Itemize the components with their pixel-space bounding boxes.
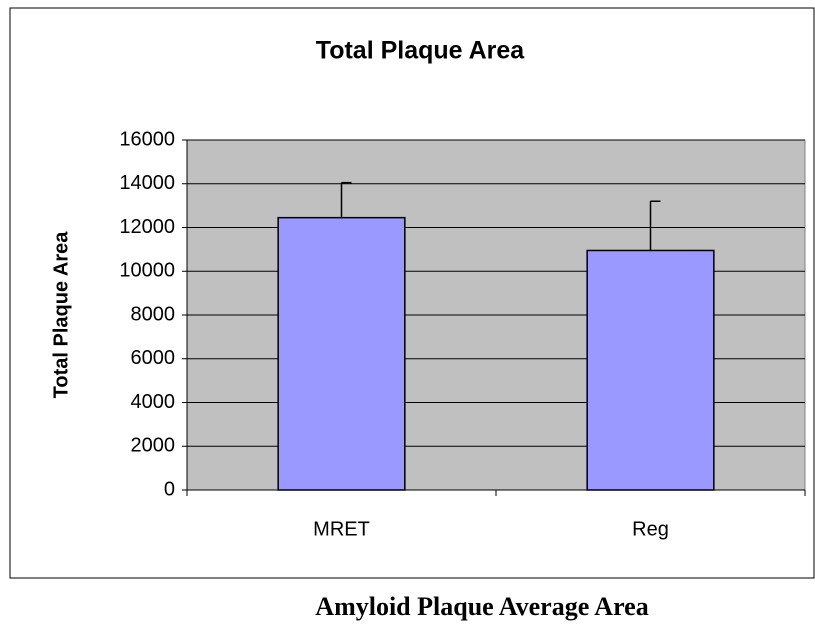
bar <box>586 249 715 491</box>
y-tick-label: 0 <box>164 478 175 500</box>
bar <box>277 216 406 491</box>
caption: Amyloid Plaque Average Area <box>315 592 648 621</box>
y-tick-label: 14000 <box>119 172 175 194</box>
y-tick-label: 4000 <box>131 391 176 413</box>
y-tick-label: 2000 <box>131 435 176 457</box>
y-tick-label: 6000 <box>131 347 176 369</box>
y-tick-label: 10000 <box>119 260 175 282</box>
error-bar <box>340 181 352 218</box>
error-bar <box>649 200 661 251</box>
y-tick-label: 12000 <box>119 216 175 238</box>
y-axis-label: Total Plaque Area <box>50 231 72 399</box>
y-tick-label: 16000 <box>119 128 175 150</box>
y-tick-label: 8000 <box>131 303 176 325</box>
x-tick-label: MRET <box>313 518 370 540</box>
chart-title: Total Plaque Area <box>316 37 525 65</box>
x-tick-label: Reg <box>632 518 669 540</box>
